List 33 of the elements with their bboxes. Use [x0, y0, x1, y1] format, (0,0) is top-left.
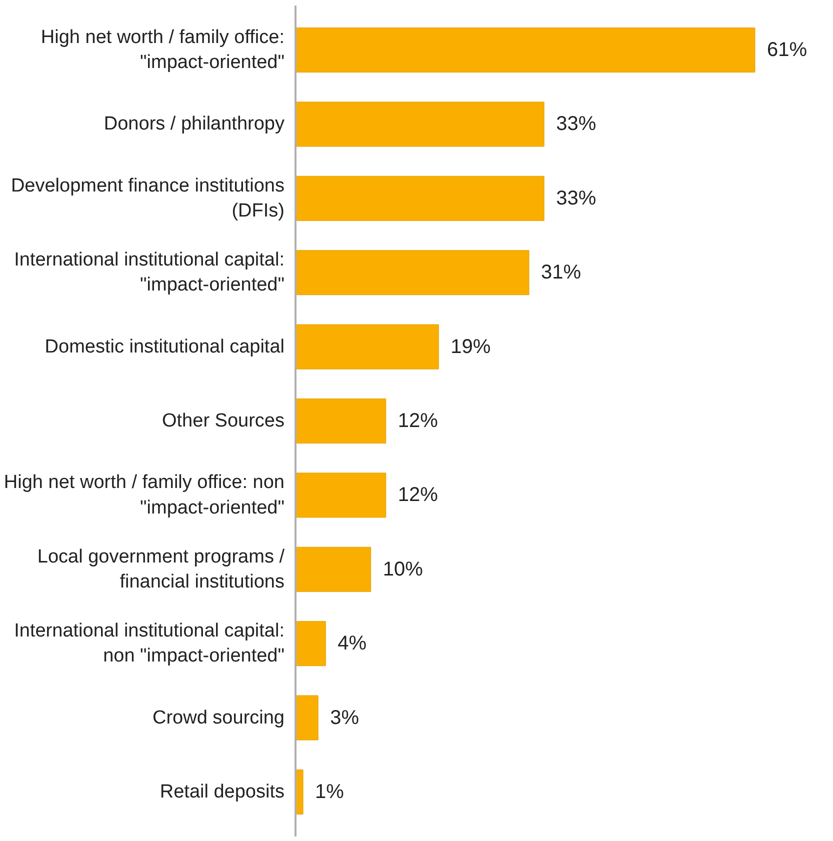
bar: [296, 769, 304, 814]
data-label: 33%: [556, 187, 596, 210]
data-label: 4%: [338, 632, 367, 655]
bar: [296, 398, 386, 444]
bar: [296, 546, 372, 592]
bar: [296, 324, 439, 370]
data-label: 12%: [398, 484, 438, 506]
y-tick-label: Development finance institutions (DFIs): [10, 175, 285, 222]
bar: [296, 102, 544, 147]
data-label: 3%: [330, 706, 360, 729]
data-label: 61%: [766, 39, 808, 62]
y-tick-label: Domestic institutional capital: [44, 336, 284, 358]
data-label: 19%: [450, 336, 491, 358]
y-tick-label: High net worth / family office: non "impact-oriented": [4, 472, 285, 518]
data-label: 1%: [315, 780, 344, 803]
y-tick-label: Other Sources: [162, 410, 284, 432]
y-tick-label: International institutional capital: non "impact-oriented": [14, 620, 285, 667]
y-tick-label: Retail deposits: [160, 781, 284, 802]
y-tick-label: Donors / philanthropy: [104, 114, 285, 135]
y-tick-label: Local government programs / financial institutions: [37, 546, 286, 592]
data-label: 12%: [398, 410, 438, 432]
bar: [296, 250, 530, 296]
data-label: 33%: [556, 113, 596, 136]
data-label: 31%: [541, 262, 582, 284]
y-tick-label: High net worth / family office: "impact-oriented": [40, 26, 285, 74]
data-label: 10%: [382, 558, 424, 580]
bar: [296, 621, 326, 666]
bar: [296, 176, 544, 221]
bar: [296, 472, 386, 518]
bar: [296, 28, 756, 73]
y-tick-label: Crowd sourcing: [152, 707, 284, 728]
bar: [296, 695, 318, 740]
y-tick-label: International institutional capital: "impact-oriented": [14, 250, 285, 296]
